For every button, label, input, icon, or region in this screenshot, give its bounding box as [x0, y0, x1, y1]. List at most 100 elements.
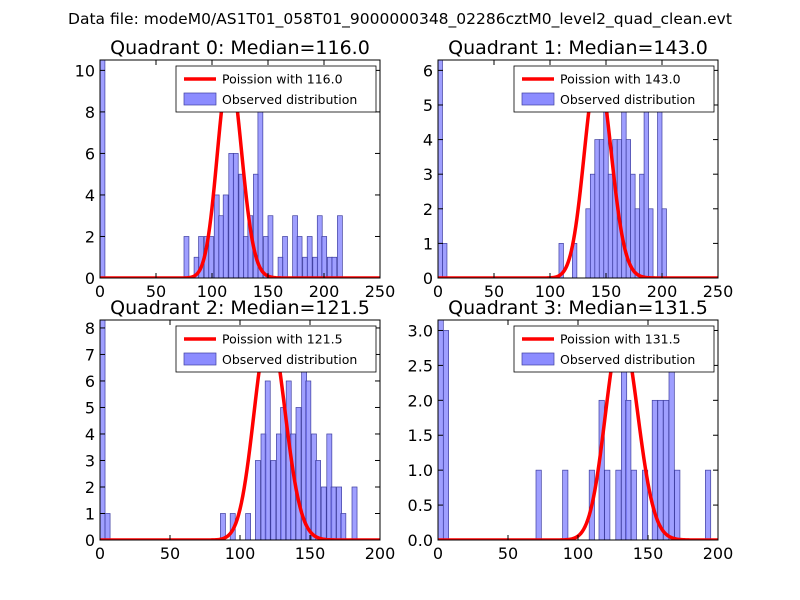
x-tick-label: 150	[633, 544, 664, 563]
histogram-bar	[643, 104, 649, 278]
histogram-bar	[232, 153, 239, 278]
histogram-bar	[630, 173, 636, 278]
legend-curve-label: Poission with 116.0	[222, 72, 343, 87]
histogram-bar	[104, 513, 111, 540]
histogram-bar	[337, 215, 343, 278]
histogram-bar	[100, 320, 106, 540]
histogram-bar	[222, 194, 229, 278]
histogram-bar	[331, 256, 338, 278]
y-tick-label: 2	[85, 227, 95, 246]
x-tick-label: 150	[591, 282, 622, 301]
y-tick-label: 4	[85, 186, 95, 205]
histogram-bar	[264, 380, 271, 540]
histogram-bar	[295, 407, 302, 540]
legend-bar-swatch	[521, 352, 555, 366]
y-tick-label: 3	[85, 451, 95, 470]
x-tick-label: 200	[309, 282, 340, 301]
histogram-bar	[257, 90, 264, 278]
legend-bar-swatch	[183, 352, 217, 366]
x-tick-label: 50	[484, 282, 504, 301]
histogram-bar	[615, 469, 622, 540]
histogram-bar	[305, 380, 312, 540]
histogram-bar	[238, 173, 245, 278]
x-tick-label: 0	[433, 282, 443, 301]
y-tick-label: 0	[85, 269, 95, 288]
histogram-bar	[663, 399, 670, 540]
legend-bar-label: Observed distribution	[560, 92, 695, 107]
x-tick-label: 0	[95, 282, 105, 301]
x-tick-label: 100	[563, 544, 594, 563]
x-tick-label: 100	[197, 282, 228, 301]
y-tick-label: 0	[423, 269, 433, 288]
histogram-bar	[634, 208, 640, 278]
y-tick-label: 0	[85, 531, 95, 550]
x-tick-label: 200	[703, 544, 734, 563]
x-tick-label: 200	[647, 282, 678, 301]
y-tick-label: 10	[75, 61, 95, 80]
y-tick-label: 3	[423, 165, 433, 184]
histogram-bar	[306, 236, 313, 278]
histogram-bar	[648, 208, 654, 278]
legend-curve-label: Poission with 121.5	[222, 332, 343, 347]
histogram-bar	[340, 513, 347, 540]
legend: Poission with 121.5 Observed distribution	[175, 325, 377, 373]
x-tick-label: 50	[160, 544, 180, 563]
axes-frame	[99, 59, 381, 279]
histogram-bar	[589, 173, 596, 278]
poisson-curve	[438, 68, 718, 278]
axes-frame	[437, 59, 719, 279]
histogram-bar	[438, 320, 444, 540]
histogram-bar	[604, 469, 611, 540]
legend: Poission with 116.0 Observed distribution	[175, 65, 377, 113]
histogram-bar	[183, 236, 190, 278]
y-tick-label: 8	[85, 103, 95, 122]
histogram-bar	[321, 236, 328, 278]
histogram-bar	[562, 469, 569, 540]
x-tick-label: 0	[433, 544, 443, 563]
chart-panel-3: 0 50 100 150 200 0.0 0.5 1.0 1.5 2.0 2.5 3.0 Quadran…	[408, 297, 734, 563]
panel-title: Quadrant 1: Median=143.0	[448, 37, 708, 59]
y-tick-label: 2	[423, 200, 433, 219]
legend: Poission with 143.0 Observed distribution	[513, 65, 715, 113]
plot-area	[100, 320, 380, 540]
x-tick-label: 150	[295, 544, 326, 563]
panel-title: Quadrant 3: Median=131.5	[448, 297, 708, 319]
y-tick-label: 3.0	[408, 321, 433, 340]
y-tick-label: 6	[423, 61, 433, 80]
y-tick-label: 6	[85, 372, 95, 391]
legend: Poission with 131.5 Observed distribution	[513, 325, 715, 373]
panel-title: Quadrant 2: Median=121.5	[110, 297, 370, 319]
legend-curve-label: Poission with 143.0	[560, 72, 681, 87]
plot-area	[100, 60, 380, 278]
histogram-bar	[270, 460, 277, 540]
histogram-bar	[282, 236, 288, 278]
x-tick-label: 50	[146, 282, 166, 301]
y-tick-label: 5	[423, 96, 433, 115]
y-tick-label: 1	[85, 504, 95, 523]
y-tick-label: 5	[85, 398, 95, 417]
panel-title: Quadrant 0: Median=116.0	[110, 37, 370, 59]
x-tick-label: 100	[225, 544, 256, 563]
y-tick-label: 7	[85, 345, 95, 364]
x-tick-label: 200	[365, 544, 396, 563]
y-tick-label: 0.0	[408, 531, 433, 550]
y-tick-label: 4	[85, 425, 95, 444]
histogram-bar	[245, 513, 251, 540]
histogram-bar	[535, 469, 542, 540]
chart-panel-1: 0 50 100 150 200 250 0 1 2 3 4 5 6 Quadrant 1: Median…	[423, 37, 733, 301]
x-tick-label: 250	[703, 282, 734, 301]
histogram-bar	[255, 460, 261, 540]
histogram-bar	[598, 139, 605, 278]
histogram-bar	[442, 330, 449, 540]
histogram-bar	[330, 486, 337, 540]
y-tick-label: 2.5	[408, 356, 433, 375]
histogram-bar	[351, 486, 358, 540]
y-tick-label: 6	[85, 144, 95, 163]
y-tick-label: 4	[423, 131, 433, 150]
histogram-bar	[280, 407, 286, 540]
y-tick-label: 1	[423, 234, 433, 253]
histogram-bar	[625, 399, 632, 540]
y-tick-label: 2	[85, 478, 95, 497]
chart-panel-2: 0 50 100 150 200 0 1 2 3 4 5 6 7 8 Quadrant 2: Median=…	[85, 297, 395, 563]
